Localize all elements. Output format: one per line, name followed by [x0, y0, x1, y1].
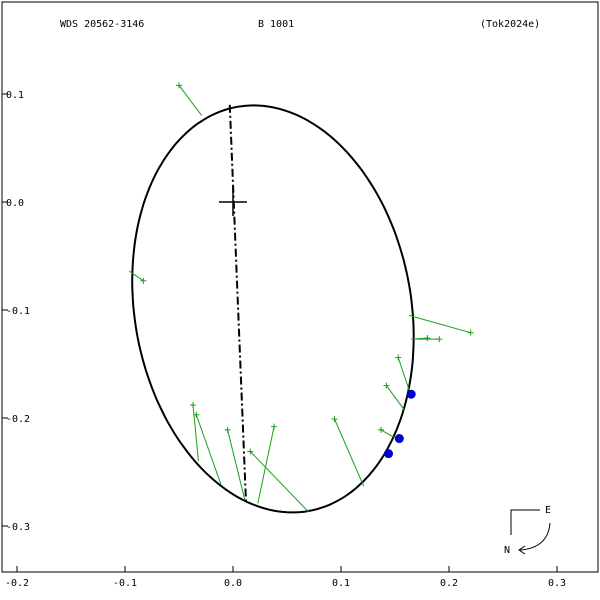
highlight-point	[394, 434, 404, 444]
observation-marker	[193, 411, 200, 418]
x-tick-label: -0.1	[113, 578, 137, 589]
x-tick-label: 0.2	[440, 578, 458, 589]
observation-marker	[467, 329, 474, 336]
observation-marker	[140, 277, 147, 284]
observation-marker	[436, 336, 443, 343]
y-tick-label: -0.3	[6, 522, 30, 533]
orbit-ellipse	[131, 104, 415, 514]
star-id-label: WDS 20562-3146	[60, 19, 144, 30]
y-tick-label: -0.2	[6, 414, 30, 425]
line-of-nodes	[228, 104, 247, 502]
x-tick-label: 0.1	[332, 578, 350, 589]
observation-marker	[331, 416, 338, 423]
highlighted-points	[384, 389, 416, 459]
compass: E N	[504, 505, 551, 556]
compass-arms	[510, 509, 540, 535]
observation-marker	[395, 354, 402, 361]
compass-arc	[519, 522, 551, 551]
x-tick-label: 0.0	[224, 578, 242, 589]
residual-line	[257, 426, 275, 504]
residual-line	[249, 451, 309, 513]
observation-marker	[224, 426, 231, 433]
y-axis-ticks: 0.1 0.0 -0.1 -0.2 -0.3	[2, 90, 30, 533]
observation-markers	[140, 82, 474, 455]
observation-marker	[271, 423, 278, 430]
residual-line	[227, 429, 246, 501]
compass-east-label: E	[545, 505, 551, 516]
residual-line	[178, 85, 203, 116]
designation-label: B 1001	[258, 19, 294, 30]
residual-line	[129, 270, 144, 282]
observation-marker	[176, 82, 182, 89]
y-tick-label: -0.1	[6, 306, 30, 317]
compass-north-label: N	[504, 545, 510, 556]
residual-lines	[129, 85, 471, 513]
residual-line	[195, 414, 222, 486]
x-tick-label: -0.2	[5, 578, 29, 589]
x-tick-label: 0.3	[548, 578, 566, 589]
observation-marker	[424, 335, 431, 342]
residual-line	[192, 404, 199, 462]
residual-line	[397, 357, 410, 391]
observation-marker	[383, 382, 390, 389]
y-tick-label: 0.0	[6, 198, 24, 209]
x-axis-ticks: -0.2 -0.1 0.0 0.1 0.2 0.3	[5, 566, 566, 589]
residual-line	[408, 314, 471, 334]
primary-star-cross	[219, 188, 247, 216]
y-tick-label: 0.1	[6, 90, 24, 101]
observation-marker	[377, 426, 384, 433]
reference-label: (Tok2024e)	[480, 19, 540, 30]
residual-line	[385, 385, 406, 411]
residual-line	[334, 418, 365, 487]
observation-marker	[247, 448, 254, 455]
compass-arrowhead	[518, 545, 526, 555]
highlight-point	[384, 449, 394, 459]
highlight-point	[406, 389, 416, 399]
observation-marker	[190, 402, 197, 409]
plot-frame	[1, 1, 599, 573]
